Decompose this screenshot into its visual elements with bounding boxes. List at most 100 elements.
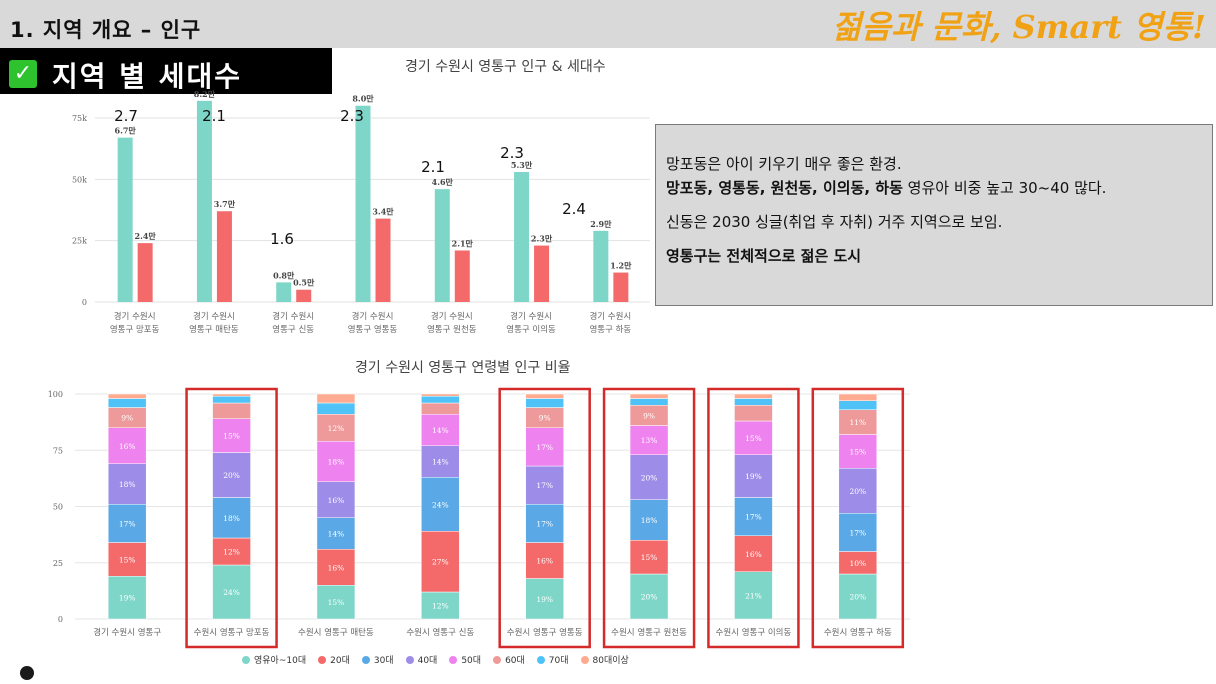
household-bar [137,243,153,302]
stacked-segment [212,393,251,397]
highlight-box [811,387,905,649]
stacked-segment [734,420,773,455]
highlight-box [185,387,278,649]
stacked-segment [316,441,356,482]
bar-value-label: 5.3만 [511,160,533,170]
legend-item: 80대이상 [580,653,629,666]
stacked-segment [734,497,773,536]
stacked-segment [734,571,773,620]
population-bar [117,137,133,302]
household-bar [454,250,470,302]
x-category-label: 경기 수원시 [431,311,473,322]
stacked-segment [107,398,147,408]
legend-label: 20대 [330,656,350,666]
stacked-segment [421,591,460,620]
stacked-segment [421,414,460,446]
bar-value-label: 1.2만 [610,261,632,271]
segment-value-label: 20% [849,593,866,602]
segment-value-label: 9% [643,411,655,420]
stacked-segment [316,517,356,550]
household-bar [296,289,312,302]
population-bar [434,189,450,302]
population-bar [196,100,212,303]
x-category-label: 수원시 영통구 이의동 [716,627,792,638]
segment-value-label: 18% [328,458,345,467]
segment-value-label: 20% [641,593,658,602]
segment-value-label: 20% [223,471,240,480]
section-banner: ✓ 지역 별 세대수 [0,48,332,94]
legend-label: 80대이상 [592,656,629,666]
x-category-label: 영통구 매탄동 [189,324,239,335]
legend-swatch [318,655,327,664]
segment-value-label: 12% [432,602,449,611]
footer-logo-icon [20,666,34,680]
stacked-segment [838,400,878,410]
stacked-segment [525,393,564,399]
segment-value-label: 24% [432,500,449,509]
legend-swatch [361,655,370,664]
stacked-segment [734,454,773,498]
segment-value-label: 15% [641,553,658,562]
x-category-label: 수원시 영통구 매탄동 [298,627,374,638]
population-bar [276,282,292,302]
household-ratio-annotation: 2.3 [500,144,524,162]
top-header-bar: 1. 지역 개요 – 인구 젊음과 문화, Smart 영통! [0,0,1216,48]
stacked-segment [316,414,356,442]
legend-label: 30대 [373,656,394,666]
bar-value-label: 3.4만 [372,207,394,217]
stacked-segment [107,576,147,620]
segment-value-label: 12% [223,548,240,557]
x-category-label: 경기 수원시 [114,311,156,322]
segment-value-label: 18% [641,516,658,525]
bar-value-label: 3.7만 [214,199,236,209]
note-line-2-rest: 영유아 비중 높고 30~40 많다. [902,179,1107,197]
stacked-segment [421,393,460,397]
segment-value-label: 14% [432,458,449,467]
household-ratio-annotation: 2.3 [340,107,364,125]
segment-value-label: 17% [119,519,136,528]
bar-value-label: 0.8만 [273,270,295,280]
segment-value-label: 16% [328,563,345,572]
stacked-segment [421,445,460,478]
stacked-segment [421,402,460,415]
household-ratio-annotation: 2.4 [562,200,586,218]
bar-value-label: 2.3만 [531,234,553,244]
highlight-box [498,387,591,649]
household-bar [534,245,550,302]
stacked-segment [629,425,669,455]
segment-value-label: 24% [223,588,240,597]
segment-value-label: 16% [328,496,345,505]
segment-value-label: 16% [536,557,553,566]
stacked-segment [212,564,251,620]
segment-value-label: 17% [536,481,553,490]
page-title: 1. 지역 개요 – 인구 [10,18,202,42]
stacked-segment [629,398,669,406]
segment-value-label: 11% [849,418,866,427]
stacked-segment [525,504,564,543]
segment-value-label: 20% [849,487,866,496]
note-line-3: 신동은 2030 싱글(취업 후 자취) 거주 지역으로 보임. [666,213,1003,231]
x-category-label: 영통구 원천동 [427,324,477,335]
segment-value-label: 17% [536,443,553,452]
stacked-segment [734,405,773,422]
stacked-segment [212,396,251,404]
checkmark-icon: ✓ [9,60,37,88]
chart2-title: 경기 수원시 영통구 연령별 인구 비율 [355,360,571,376]
x-category-label: 수원시 영통구 망포동 [194,627,270,638]
legend-swatch [449,655,458,664]
x-category-label: 경기 수원시 [510,311,552,322]
stacked-segment [316,549,356,586]
x-category-label: 경기 수원시 [589,311,631,322]
y-tick-label: 0 [58,615,63,624]
segment-value-label: 13% [641,436,658,445]
stacked-segment [212,497,251,539]
x-category-label: 수원시 영통구 하동 [824,627,892,638]
segment-value-label: 9% [539,414,551,423]
segment-value-label: 15% [849,447,866,456]
household-ratio-annotation: 2.1 [421,158,445,176]
stacked-segment [316,585,356,620]
stacked-segment [629,499,669,541]
segment-value-label: 15% [119,555,136,564]
legend-label: 50대 [461,656,482,666]
age-distribution-stacked-chart: 0 25 50 75 100 19% 15% 17% 18% 16% 9% 경기 수원시 영통구 24%… [48,387,910,649]
